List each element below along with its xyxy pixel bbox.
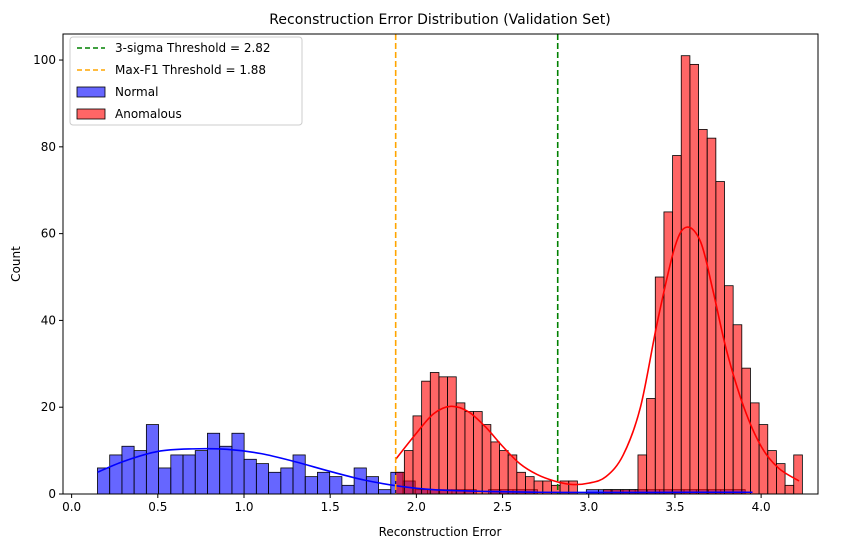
bar-normal [317,471,331,495]
x-tick-label: 1.0 [234,500,253,514]
bar-anomalous [646,398,656,495]
y-tick-label: 0 [48,487,56,501]
bar-normal [280,467,294,495]
bar-anomalous [429,372,440,495]
bar-anomalous [732,324,743,495]
legend-label: Anomalous [115,107,182,121]
bar-anomalous [724,285,734,495]
bar-normal [109,454,123,495]
x-tick-label: 0.5 [148,500,167,514]
legend: 3-sigma Threshold = 2.82 Max-F1 Threshold… [69,36,303,126]
bar-anomalous [438,376,449,495]
bar-normal [145,424,159,495]
y-tick-label: 60 [41,227,56,241]
y-axis: 0 20 40 60 80 100 [33,53,63,501]
threshold-lines [394,34,559,494]
bar-normal [378,489,392,495]
bar-anomalous [490,441,500,495]
x-tick-label: 0.0 [62,500,81,514]
bar-anomalous [637,454,648,495]
kde-lines [97,226,800,494]
plot-frame [62,33,819,495]
x-tick-label: 2.0 [407,500,426,514]
legend-box [69,36,303,126]
bar-anomalous [689,63,699,495]
bar-anomalous [706,137,717,495]
bar-normal [170,454,184,495]
bar-anomalous [447,376,457,495]
legend-label: Max-F1 Threshold = 1.88 [115,63,266,77]
bar-anomalous [672,155,682,495]
bar-anomalous [793,454,803,495]
x-tick-label: 3.5 [665,500,684,514]
kde-line-anomalous [395,226,800,486]
bar-normal [194,450,208,495]
legend-label: Normal [115,85,158,99]
bar-anomalous [395,471,405,495]
legend-swatch-anomalous [76,108,106,120]
legend-label: 3-sigma Threshold = 2.82 [115,41,271,55]
bar-anomalous [698,129,708,495]
x-axis: 0.0 0.5 1.0 1.5 2.0 2.5 3.0 3.5 4.0 [62,494,771,514]
bar-anomalous [421,380,431,495]
x-tick-label: 4.0 [752,500,771,514]
bar-anomalous [663,211,673,495]
x-tick-label: 1.5 [321,500,340,514]
bar-normal [231,432,245,495]
y-tick-label: 40 [41,313,56,327]
bar-normal [121,445,135,495]
bar-anomalous [499,450,509,495]
bar-anomalous [741,367,751,495]
x-tick-label: 2.5 [493,500,512,514]
bar-anomalous [750,402,760,495]
bar-normal [353,467,367,495]
bar-anomalous [481,424,492,495]
bar-anomalous [758,424,769,495]
bar-anomalous [784,484,795,495]
bar-anomalous [455,402,466,495]
bar-normal [158,467,172,495]
bars-anomalous [395,55,803,495]
bar-normal [304,476,318,495]
bar-normal [341,484,355,495]
y-tick-label: 20 [41,400,56,414]
bar-normal [292,454,306,495]
bar-normal [268,471,282,495]
kde-line-normal [97,447,753,494]
legend-swatch-normal [76,86,106,98]
bar-anomalous [680,55,691,495]
bar-normal [255,463,269,495]
bar-normal [329,476,343,495]
bar-anomalous [516,471,526,495]
bar-normal [243,458,257,495]
y-tick-label: 100 [33,53,56,67]
bar-normal [182,454,196,495]
bar-normal [365,476,379,495]
bar-normal [219,445,233,495]
chart-title: Reconstruction Error Distribution (Valid… [269,12,610,28]
x-tick-label: 3.0 [579,500,598,514]
bar-normal [207,432,221,495]
bars-normal [97,424,746,495]
x-axis-label: Reconstruction Error [379,525,502,539]
y-axis-label: Count [9,246,23,282]
bar-anomalous [464,411,474,495]
bar-anomalous [473,411,483,495]
y-tick-label: 80 [41,140,56,154]
